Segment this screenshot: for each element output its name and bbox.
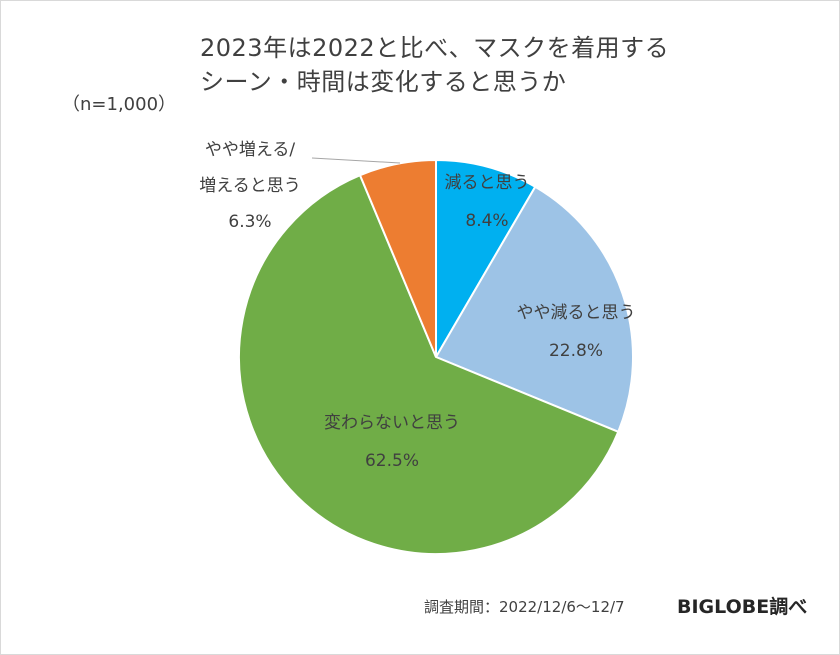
pie-slice-0 <box>435 158 537 361</box>
slice-value-label-3: 6.3% <box>228 212 271 232</box>
pie-slices <box>238 158 634 555</box>
slice-label-3-0: やや増える/ <box>205 140 295 160</box>
pie-labels: 減ると思う 8.4% やや減ると思う 22.8% 変わらないと思う 62.5% やや増える/… <box>199 140 635 471</box>
slice-label-0-0: 減ると思う <box>445 173 530 193</box>
slice-value-label-0: 8.4% <box>465 211 508 231</box>
survey-period: 調査期間：2022/12/6～12/7 <box>424 598 625 616</box>
leader-line <box>311 157 401 164</box>
pie-slice-1 <box>434 185 634 434</box>
pie-slice-2 <box>238 173 620 555</box>
chart-title-line-1: 2023年は2022と比べ、マスクを着用する <box>200 34 670 62</box>
sample-size-label: （n=1,000） <box>62 94 177 115</box>
pie-slice-3 <box>358 158 437 358</box>
slice-label-2-0: 変わらないと思う <box>324 413 460 433</box>
slice-value-label-1: 22.8% <box>549 341 603 361</box>
slice-label-3-1: 増えると思う <box>199 176 301 196</box>
slice-label-1-0: やや減ると思う <box>517 303 636 323</box>
chart-title-line-2: シーン・時間は変化すると思うか <box>200 68 567 96</box>
source-credit: BIGLOBE調べ <box>677 596 808 618</box>
slice-value-label-2: 62.5% <box>365 451 419 471</box>
